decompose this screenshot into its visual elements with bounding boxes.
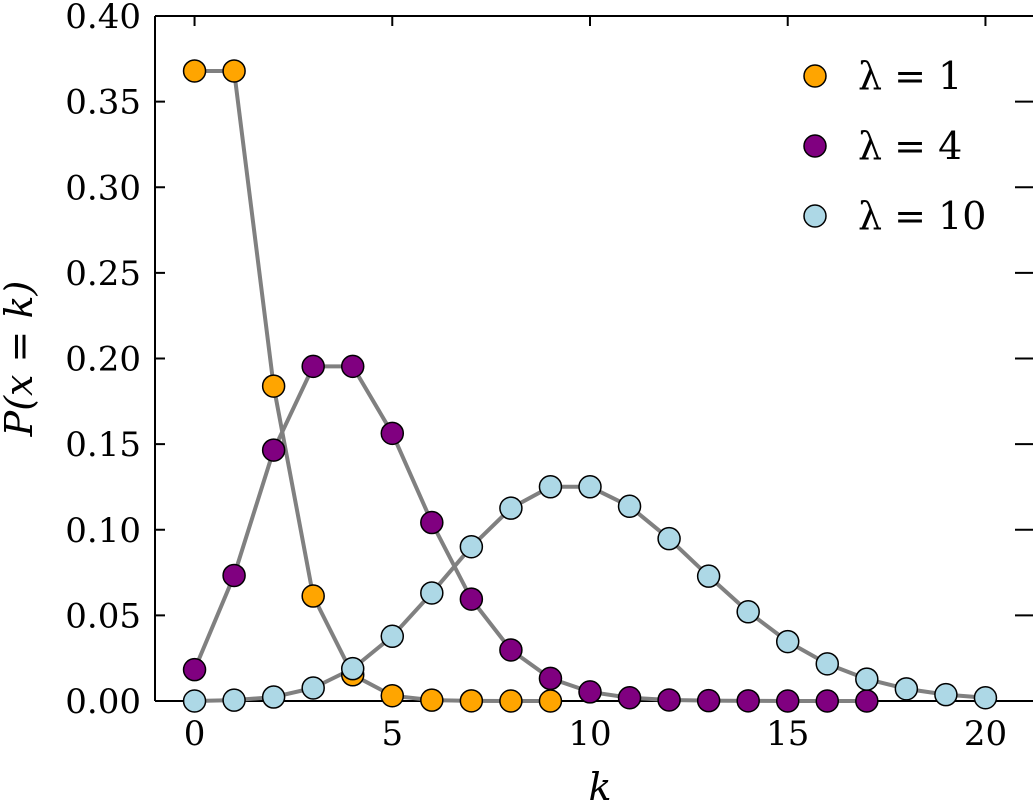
data-point-series-2 (301, 676, 325, 700)
data-point-series-1 (261, 438, 286, 462)
data-point-series-2 (657, 526, 681, 551)
data-point-series-1 (459, 587, 484, 611)
legend-marker-1 (803, 134, 827, 158)
data-point-series-1 (578, 680, 602, 704)
data-point-series-2 (696, 564, 721, 588)
data-point-series-1 (420, 510, 444, 535)
y-tick-label: 0.25 (65, 254, 141, 294)
data-point-series-1 (538, 666, 563, 691)
data-point-series-1 (340, 354, 365, 379)
x-tick-label: 0 (184, 714, 206, 754)
legend-label-2: λ = 10 (858, 194, 986, 238)
data-point-series-2 (736, 600, 760, 624)
data-point-series-2 (182, 689, 207, 713)
x-tick-label: 15 (766, 714, 809, 754)
y-tick-label: 0.30 (65, 168, 141, 208)
y-tick-label: 0.20 (65, 340, 141, 380)
x-tick-label: 20 (964, 714, 1007, 754)
data-point-series-0 (538, 689, 563, 713)
data-point-series-1 (696, 688, 721, 713)
y-tick-label: 0.00 (65, 682, 141, 722)
legend-label-0: λ = 1 (858, 54, 962, 98)
data-point-series-0 (261, 374, 286, 398)
data-point-series-2 (459, 534, 484, 559)
data-point-series-2 (222, 688, 246, 712)
data-point-series-2 (617, 494, 642, 519)
data-point-series-0 (499, 689, 523, 713)
data-point-series-0 (459, 689, 484, 713)
data-point-series-1 (617, 685, 642, 710)
data-point-series-1 (301, 354, 325, 379)
data-point-series-0 (222, 59, 246, 83)
x-tick-label: 5 (381, 714, 403, 754)
legend-marker-0 (803, 64, 827, 88)
legend-label-1: λ = 4 (858, 124, 962, 168)
data-point-series-0 (301, 584, 325, 608)
x-tick-label: 10 (568, 714, 611, 754)
data-point-series-2 (934, 682, 958, 707)
y-tick-label: 0.15 (65, 425, 141, 465)
series-line-1 (192, 364, 867, 703)
data-point-series-1 (499, 638, 523, 662)
data-point-series-1 (222, 563, 246, 588)
legend-marker-2 (803, 204, 827, 228)
data-point-series-0 (182, 59, 207, 83)
data-point-series-1 (775, 689, 800, 713)
data-point-series-2 (775, 629, 800, 654)
series-points (182, 59, 998, 713)
y-tick-label: 0.40 (65, 0, 141, 37)
data-point-series-2 (380, 624, 405, 649)
data-point-series-0 (380, 683, 405, 708)
data-point-series-2 (499, 496, 523, 520)
series-line-0 (194, 68, 551, 703)
data-point-series-1 (815, 689, 840, 713)
data-point-series-2 (855, 667, 879, 691)
data-point-series-0 (420, 688, 444, 712)
data-point-series-1 (736, 689, 760, 713)
y-axis-title: P(x = k) (0, 281, 41, 438)
data-point-series-1 (657, 688, 681, 712)
x-axis-title: k (588, 765, 611, 806)
data-point-series-2 (894, 677, 919, 701)
data-point-series-2 (538, 475, 563, 499)
data-point-series-1 (182, 657, 207, 682)
data-point-series-2 (578, 475, 602, 499)
data-point-series-2 (973, 685, 998, 710)
legend: λ = 1 λ = 4 λ = 10 (803, 54, 986, 238)
data-point-series-1 (380, 421, 405, 446)
data-point-series-2 (261, 685, 286, 709)
data-point-series-1 (855, 689, 879, 713)
data-point-series-2 (420, 581, 444, 605)
data-point-series-2 (340, 656, 365, 681)
data-point-series-2 (815, 652, 840, 676)
y-tick-label: 0.10 (65, 511, 141, 551)
y-tick-label: 0.05 (65, 596, 141, 636)
y-tick-label: 0.35 (65, 83, 141, 123)
